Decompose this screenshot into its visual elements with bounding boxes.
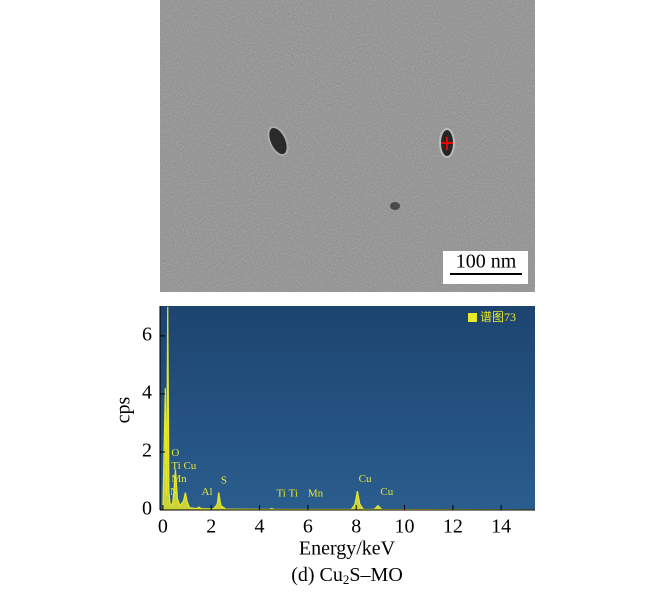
caption: (d) Cu2S–MO xyxy=(291,564,403,587)
x-tick-label: 4 xyxy=(255,516,265,538)
peak-label: Cu xyxy=(359,473,372,485)
peak-label: O xyxy=(171,447,179,459)
peak-label: S xyxy=(221,475,227,487)
y-tick-label: 0 xyxy=(142,498,152,520)
peak-label: N xyxy=(170,486,178,498)
peak-label: Ti xyxy=(171,460,180,472)
peak-label: Ti xyxy=(276,488,285,500)
x-axis-label: Energy/keV xyxy=(299,538,396,560)
x-tick-label: 12 xyxy=(443,516,463,538)
y-tick-label: 2 xyxy=(142,440,152,462)
y-tick-label: 6 xyxy=(142,323,152,345)
peak-label: Cu xyxy=(183,460,196,472)
y-tick-label: 4 xyxy=(142,382,152,404)
plot-area xyxy=(160,306,535,510)
peak-label: Ti xyxy=(289,488,298,500)
caption-part: S–MO xyxy=(349,564,402,586)
peak-label: Al xyxy=(202,486,213,498)
caption-part: 2 xyxy=(343,572,350,587)
legend-swatch xyxy=(468,313,477,322)
x-tick-label: 2 xyxy=(206,516,216,538)
peak-label: Cu xyxy=(380,486,393,498)
x-tick-label: 8 xyxy=(351,516,361,538)
x-tick-label: 10 xyxy=(395,516,415,538)
x-tick-label: 6 xyxy=(303,516,313,538)
tem-image: 100 nm xyxy=(160,0,535,292)
peak-label: Mn xyxy=(308,488,324,500)
spectrum xyxy=(162,306,535,510)
legend-label: 谱图73 xyxy=(480,310,516,324)
y-axis-label: cps xyxy=(113,396,135,423)
x-tick-label: 14 xyxy=(491,516,511,538)
peak-label: Mn xyxy=(171,473,187,485)
x-tick-label: 0 xyxy=(158,516,168,538)
caption-part: (d) Cu xyxy=(291,564,343,586)
scale-bar-label: 100 nm xyxy=(456,251,517,273)
